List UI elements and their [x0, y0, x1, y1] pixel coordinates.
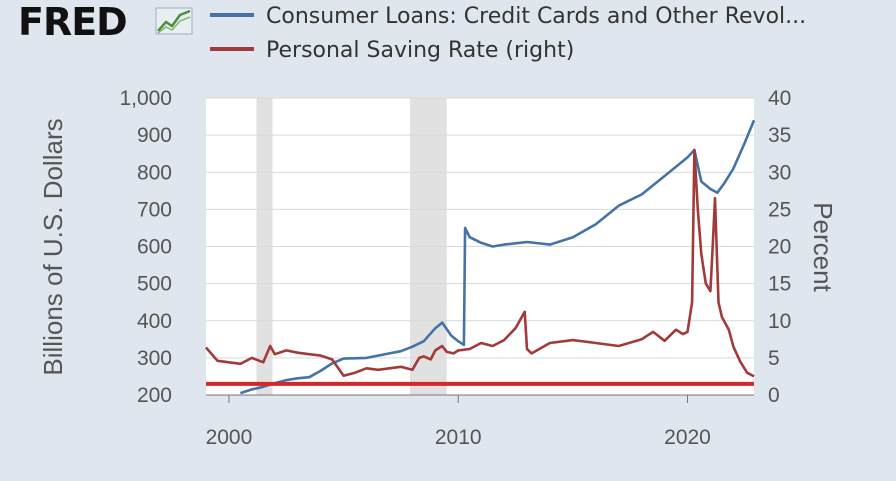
right-tick-label-30: 30: [768, 161, 791, 184]
left-tick-label-1000: 1,000: [119, 87, 172, 110]
left-tick-label-600: 600: [137, 236, 172, 259]
left-tick-label-300: 300: [137, 347, 172, 370]
x-tick-label-2010: 2010: [435, 426, 482, 449]
left-tick-label-800: 800: [137, 161, 172, 184]
left-axis-ticks: 200 300 400 500 600 700 800 900 1,000: [119, 87, 172, 407]
x-tick-label-2020: 2020: [664, 426, 711, 449]
right-tick-label-35: 35: [768, 124, 791, 147]
legend: Consumer Loans: Credit Cards and Other R…: [210, 4, 806, 63]
series-line-consumer-loans: [240, 119, 756, 395]
right-tick-label-25: 25: [768, 198, 791, 221]
right-tick-label-5: 5: [768, 347, 780, 370]
gridlines: [206, 97, 754, 359]
right-axis-title: Percent: [808, 202, 838, 292]
right-axis-ticks: 0 5 10 15 20 25 30 35 40: [768, 87, 791, 407]
right-tick-label-20: 20: [768, 236, 791, 259]
series-line-saving-rate: [205, 148, 755, 378]
left-tick-label-200: 200: [137, 384, 172, 407]
left-axis-title: Billions of U.S. Dollars: [38, 118, 68, 375]
left-tick-label-900: 900: [137, 124, 172, 147]
left-tick-label-700: 700: [137, 198, 172, 221]
right-tick-label-0: 0: [768, 384, 780, 407]
series-layer: [205, 119, 756, 395]
x-tick-label-2000: 2000: [206, 426, 253, 449]
left-tick-label-500: 500: [137, 273, 172, 296]
x-axis-ticks: 2000 2010 2020: [206, 395, 711, 449]
fred-logo[interactable]: FRED: [18, 0, 193, 44]
right-tick-label-15: 15: [768, 273, 791, 296]
legend-label-consumer-loans: Consumer Loans: Credit Cards and Other R…: [266, 4, 806, 29]
right-tick-label-40: 40: [768, 87, 791, 110]
fred-chart-icon: [155, 7, 193, 35]
legend-label-saving-rate: Personal Saving Rate (right): [266, 38, 574, 63]
fred-logo-text: FRED: [18, 0, 127, 44]
right-tick-label-10: 10: [768, 310, 791, 333]
left-tick-label-400: 400: [137, 310, 172, 333]
